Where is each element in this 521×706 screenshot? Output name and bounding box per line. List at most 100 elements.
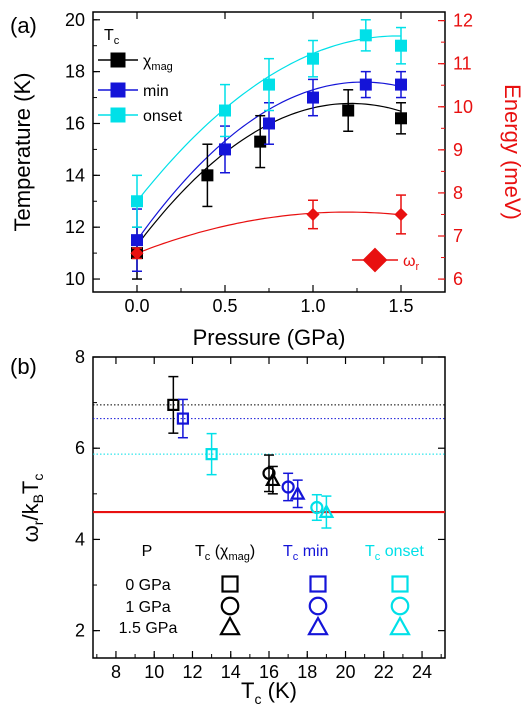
data-point-0-4 (395, 112, 407, 125)
panel-a-y2label: Energy (meV) (500, 84, 521, 220)
marker-legend-symbol-0-2 (391, 575, 409, 593)
data-point-2-1 (219, 104, 231, 117)
marker-legend-symbol-2-2 (389, 615, 411, 636)
x-tick-label-b: 8 (111, 662, 121, 682)
marker-legend-col-header-1: Tc min (283, 543, 329, 563)
legend-marker-2 (110, 107, 126, 123)
marker-legend-symbol-2-0 (219, 615, 241, 636)
fit-curve-3 (136, 211, 402, 254)
b-error-bar-0-0 (168, 375, 179, 434)
y2-tick-label-a: 8 (453, 183, 463, 203)
y-tick-label-b: 2 (75, 621, 85, 641)
y-tick-label-a: 12 (65, 217, 85, 237)
panel-b-label: (b) (10, 354, 37, 379)
legend-marker-omega (362, 247, 388, 273)
marker-legend-row-1: 1 GPa (125, 599, 170, 616)
marker-legend-col-header-0: Tc (χmag) (195, 543, 255, 563)
y2-tick-label-a: 9 (453, 140, 463, 160)
data-point-2-0 (131, 195, 143, 208)
marker-legend-row-0: 0 GPa (125, 577, 170, 594)
x-tick-label-b: 24 (412, 662, 432, 682)
panel-b-ylabel: ωr/kBTc (18, 474, 46, 543)
b-data-point-0-0 (167, 398, 180, 411)
data-point-3-0 (130, 246, 144, 260)
marker-legend-col-header-2: Tc onset (365, 543, 424, 563)
data-point-0-3 (342, 104, 355, 117)
y2-tick-label-a: 11 (453, 54, 472, 74)
data-point-3-2 (394, 207, 408, 222)
x-tick-label-b: 12 (182, 662, 202, 682)
marker-legend-row-2: 1.5 GPa (119, 620, 178, 637)
panel-a-marks (130, 19, 408, 280)
data-point-1-0 (131, 234, 143, 247)
y-tick-label-b: 4 (75, 529, 85, 549)
data-point-1-5 (395, 78, 407, 91)
b-error-bar-1-2 (292, 479, 303, 509)
panel-a-label: (a) (10, 13, 37, 38)
y2-tick-label-a: 6 (453, 269, 463, 289)
x-tick-label-a: 1.5 (388, 296, 413, 316)
data-point-0-2 (254, 135, 267, 148)
b-data-point-1-1 (281, 480, 295, 494)
y2-tick-label-a: 7 (453, 226, 463, 246)
panel-b-reference-lines (93, 404, 445, 514)
x-tick-label-b: 14 (221, 662, 241, 682)
b-data-point-1-2 (289, 485, 306, 500)
b-error-bar-2-0 (206, 432, 217, 476)
panel-b-marker-legend: P Tc (χmag) Tc min Tc onset 0 GPa 1 GPa 1.5 GP… (119, 543, 425, 637)
b-error-bar-2-2 (321, 495, 332, 529)
data-point-1-4 (359, 78, 372, 91)
y-tick-label-a: 20 (65, 10, 85, 30)
y-tick-label-a: 14 (65, 165, 85, 185)
x-tick-label-a: 0.5 (212, 296, 237, 316)
b-data-point-2-1 (310, 500, 324, 515)
data-point-1-2 (263, 117, 275, 130)
panel-b-xlabel: Tc (K) (241, 678, 297, 706)
marker-legend-symbol-2-1 (307, 615, 329, 636)
panel-a-legend: Tc χmag min onset ωr (98, 27, 420, 273)
panel-a-xlabel: Pressure (GPa) (193, 325, 346, 350)
y-tick-label-b: 8 (75, 347, 85, 367)
y-tick-label-a: 16 (65, 113, 85, 133)
b-data-point-2-0 (205, 448, 218, 461)
x-tick-label-b: 16 (259, 662, 279, 682)
data-point-2-5 (395, 39, 407, 52)
b-error-bar-2-1 (311, 493, 322, 522)
x-tick-label-b: 18 (297, 662, 317, 682)
b-data-point-1-0 (176, 412, 190, 425)
x-tick-label-b: 20 (336, 662, 356, 682)
legend-marker-0 (110, 52, 126, 68)
marker-legend-symbol-1-2 (390, 596, 410, 616)
marker-legend-symbol-1-0 (220, 596, 240, 616)
data-point-2-3 (307, 52, 319, 65)
legend-label-1: min (143, 83, 169, 100)
b-error-bar-1-0 (177, 398, 188, 439)
marker-legend-header: P (142, 543, 153, 560)
y-tick-label-a: 10 (65, 269, 85, 289)
legend-label-0: χmag (143, 53, 173, 73)
legend-label-omega: ωr (403, 253, 420, 273)
data-point-2-4 (359, 29, 372, 42)
data-point-1-3 (307, 91, 319, 104)
b-data-point-2-2 (318, 503, 335, 518)
b-error-bar-1-1 (283, 472, 294, 502)
legend-title: Tc (104, 27, 120, 47)
x-tick-label-b: 22 (374, 662, 394, 682)
x-tick-label-a: 1.0 (300, 296, 325, 316)
panel-a-ticks: 0.0 0.5 1.0 1.5 10 12 14 16 18 20 6 7 8 9 10 11 12 (65, 10, 473, 316)
x-tick-label-a: 0.0 (124, 296, 149, 316)
y2-tick-label-a: 12 (453, 11, 473, 31)
y2-tick-label-a: 10 (453, 97, 473, 117)
legend-entries: χmag min onset ωr (98, 52, 420, 273)
data-point-1-1 (219, 143, 231, 156)
marker-legend-symbol-1-1 (308, 596, 328, 616)
panel-a-ylabel: Temperature (K) (10, 73, 35, 232)
y-tick-label-b: 6 (75, 438, 85, 458)
legend-label-2: onset (143, 108, 183, 125)
marker-legend-symbol-0-1 (309, 575, 327, 593)
b-data-point-0-2 (264, 471, 281, 487)
y-tick-label-a: 18 (65, 62, 85, 82)
